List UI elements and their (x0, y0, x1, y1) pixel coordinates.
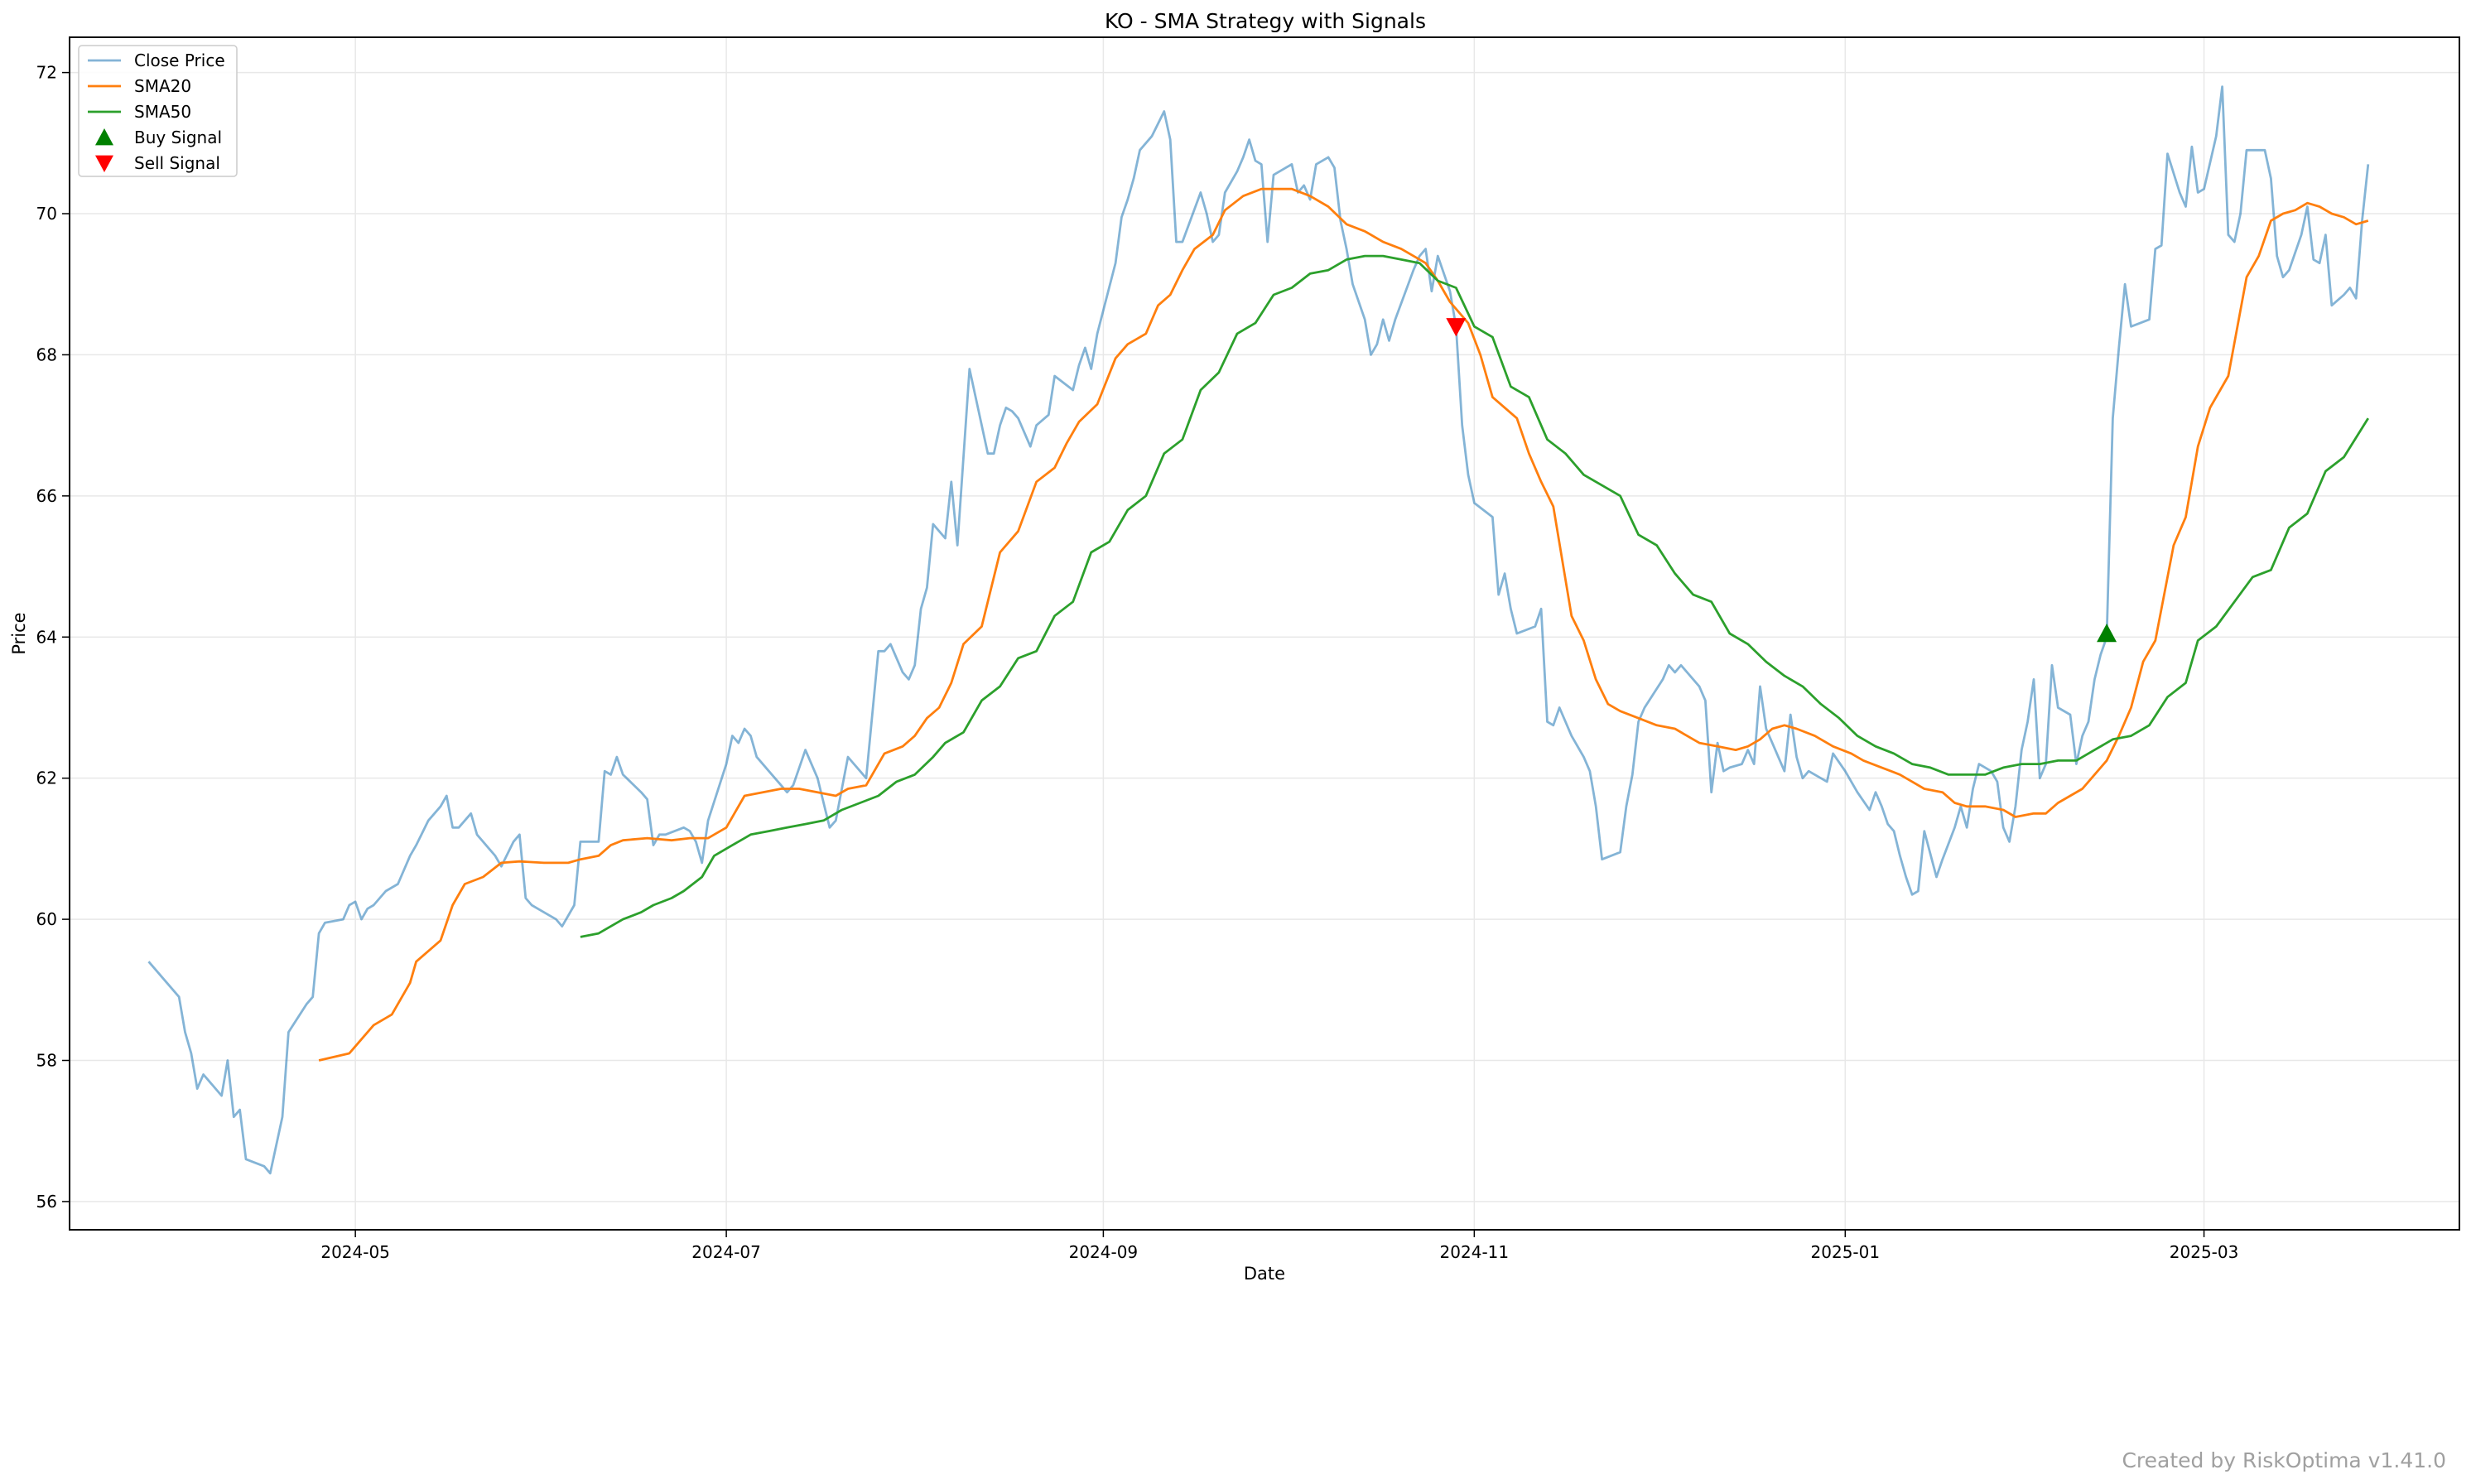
chart-title: KO - SMA Strategy with Signals (1105, 9, 1426, 33)
series-line-sma50 (580, 254, 2369, 938)
x-tick-label: 2024-09 (1069, 1242, 1139, 1262)
legend-swatch (95, 155, 113, 172)
y-tick-label: 62 (36, 768, 57, 788)
plot-frame (69, 36, 2460, 1231)
grid (70, 37, 2459, 1230)
y-tick-label: 68 (36, 344, 57, 364)
y-axis-label: Price (9, 612, 29, 654)
y-axis-ticks: 56 58 60 62 64 66 68 70 72 (36, 63, 70, 1212)
x-axis-ticks: 2024-05 2024-07 2024-09 2024-11 2025-01 2025-… (320, 1230, 2238, 1262)
x-tick-label: 2024-07 (691, 1242, 761, 1262)
x-tick-label: 2025-01 (1811, 1242, 1881, 1262)
series-line-close-price (147, 85, 2370, 1175)
legend: Close Price SMA20 SMA50 Buy Signal Sell Sign… (78, 45, 238, 177)
legend-label: Sell Signal (134, 153, 220, 173)
x-tick-label: 2024-11 (1440, 1242, 1510, 1262)
y-tick-label: 72 (36, 63, 57, 83)
legend-label: SMA20 (134, 76, 191, 96)
y-tick-label: 56 (36, 1192, 57, 1212)
y-tick-label: 60 (36, 909, 57, 929)
signal-markers (1446, 318, 2117, 643)
footer-credit: Created by RiskOptima v1.41.0 (2122, 1448, 2446, 1472)
legend-label: SMA50 (134, 102, 191, 122)
x-tick-label: 2025-03 (2170, 1242, 2239, 1262)
legend-swatch (95, 128, 113, 146)
legend-label: Buy Signal (134, 128, 222, 147)
series-line-sma20 (318, 187, 2369, 1062)
sell-signal-marker (1446, 318, 1467, 337)
y-tick-label: 58 (36, 1051, 57, 1071)
x-tick-label: 2024-05 (320, 1242, 390, 1262)
y-tick-label: 70 (36, 204, 57, 224)
y-tick-label: 66 (36, 486, 57, 506)
y-tick-label: 64 (36, 627, 57, 647)
buy-signal-marker (2097, 624, 2117, 643)
legend-label: Close Price (134, 51, 225, 70)
x-axis-label: Date (1244, 1264, 1285, 1284)
series-lines (147, 85, 2370, 1175)
legend-box (78, 45, 238, 177)
